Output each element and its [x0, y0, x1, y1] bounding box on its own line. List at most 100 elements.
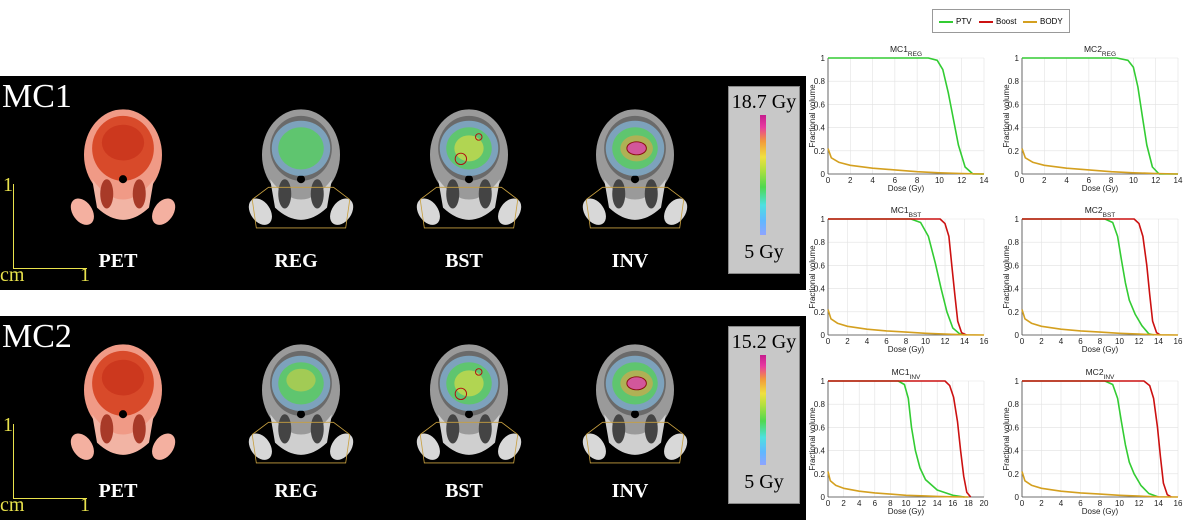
- y-tick-label: 1: [821, 377, 826, 386]
- image-label-bst: BST: [445, 480, 483, 502]
- scale-y-label: 1: [3, 414, 13, 436]
- scale-bar-vertical: [13, 184, 14, 268]
- series-line-boost: [1022, 380, 1172, 498]
- x-tick-label: 12: [941, 337, 950, 346]
- image-label-inv: INV: [611, 480, 649, 502]
- x-tick-label: 12: [1135, 337, 1144, 346]
- y-tick-label: 0.4: [814, 285, 826, 294]
- dvh-chart-4: 0 2 4 6 8 10 12 14 16 0 0.2 0.4 0.6 0.8 1 MC2BST Dose (G…: [1002, 205, 1183, 354]
- series-line-body: [827, 471, 969, 498]
- x-tick-label: 6: [884, 337, 889, 346]
- x-tick-label: 6: [1078, 337, 1083, 346]
- colorbar-min-label: 5 Gy: [744, 241, 784, 263]
- x-tick-label: 10: [921, 337, 930, 346]
- scale-bar-horizontal: [13, 498, 87, 499]
- y-tick-label: 0.6: [814, 100, 826, 109]
- x-tick-label: 14: [960, 337, 969, 346]
- y-tick-label: 1: [1015, 54, 1020, 63]
- y-axis-label: Fractional volume: [808, 245, 817, 309]
- y-tick-label: 1: [1015, 215, 1020, 224]
- scan-image-inv: [570, 84, 700, 250]
- x-tick-label: 2: [848, 176, 853, 185]
- series-line-body: [1021, 471, 1179, 498]
- scale-unit-label: cm: [0, 264, 25, 286]
- x-tick-label: 0: [826, 176, 831, 185]
- legend-swatch-body: [1023, 20, 1037, 23]
- y-tick-label: 0: [1015, 493, 1020, 502]
- scan-image-pet: [58, 84, 188, 250]
- y-tick-label: 0.8: [1008, 77, 1020, 86]
- y-tick-label: 0.6: [1008, 423, 1020, 432]
- x-tick-label: 0: [826, 499, 831, 508]
- y-tick-label: 0.2: [1008, 147, 1020, 156]
- y-tick-label: 0.4: [1008, 447, 1020, 456]
- colorbar-gradient: [760, 355, 766, 465]
- legend-label-boost: Boost: [996, 17, 1017, 26]
- y-tick-label: 0.8: [814, 400, 826, 409]
- y-tick-label: 0.6: [814, 423, 826, 432]
- x-tick-label: 10: [902, 499, 911, 508]
- series-line-ptv: [828, 57, 984, 175]
- x-tick-label: 14: [1154, 337, 1163, 346]
- scale-bar-horizontal: [13, 268, 87, 269]
- x-tick-label: 14: [1154, 499, 1163, 508]
- x-tick-label: 18: [964, 499, 973, 508]
- series-line-body: [1021, 309, 1179, 336]
- y-tick-label: 0.8: [1008, 400, 1020, 409]
- x-tick-label: 16: [948, 499, 957, 508]
- chart-title: MC2BST: [1085, 205, 1116, 219]
- colorbar-min-label: 5 Gy: [744, 471, 784, 493]
- legend-item-boost: Boost: [979, 17, 1016, 26]
- y-tick-label: 0.8: [814, 77, 826, 86]
- x-tick-label: 10: [935, 176, 944, 185]
- x-tick-label: 6: [1078, 499, 1083, 508]
- x-tick-label: 4: [870, 176, 875, 185]
- x-tick-label: 14: [1174, 176, 1183, 185]
- series-line-boost: [828, 380, 972, 498]
- x-tick-label: 4: [865, 337, 870, 346]
- x-tick-label: 10: [1115, 337, 1124, 346]
- x-axis-label: Dose (Gy): [1082, 184, 1119, 193]
- dvh-chart-6: 0 2 4 6 8 10 12 14 16 0 0.2 0.4 0.6 0.8 1 MC2INV Dose (G…: [1002, 367, 1183, 516]
- scale-x-label: 1: [80, 494, 90, 516]
- x-tick-label: 6: [873, 499, 878, 508]
- x-tick-label: 8: [904, 337, 909, 346]
- chart-title: MC1REG: [890, 44, 922, 58]
- x-axis-label: Dose (Gy): [888, 184, 925, 193]
- scale-bar-vertical: [13, 424, 14, 498]
- x-tick-label: 0: [826, 337, 831, 346]
- x-axis-label: Dose (Gy): [888, 507, 925, 516]
- x-tick-label: 16: [1174, 337, 1183, 346]
- series-line-ptv: [828, 218, 965, 336]
- dvh-chart-3: 0 2 4 6 8 10 12 14 16 0 0.2 0.4 0.6 0.8 1 MC1BST Dose (G…: [808, 205, 989, 354]
- x-axis-label: Dose (Gy): [888, 345, 925, 354]
- x-tick-label: 16: [980, 337, 989, 346]
- chart-title: MC1INV: [892, 367, 921, 381]
- x-tick-label: 14: [980, 176, 989, 185]
- y-tick-label: 0.6: [814, 261, 826, 270]
- legend-item-ptv: PTV: [939, 17, 972, 26]
- y-axis-label: Fractional volume: [1002, 407, 1011, 471]
- y-tick-label: 0.4: [1008, 285, 1020, 294]
- chart-legend: PTV Boost BODY: [932, 9, 1070, 33]
- colorbar-max-label: 15.2 Gy: [731, 331, 797, 353]
- row-label: MC2: [2, 318, 72, 355]
- row-label: MC1: [2, 78, 72, 115]
- series-line-boost: [1022, 218, 1161, 336]
- legend-label-body: BODY: [1040, 17, 1063, 26]
- y-tick-label: 0.2: [814, 147, 826, 156]
- scan-image-bst: [404, 324, 534, 480]
- x-tick-label: 12: [1135, 499, 1144, 508]
- colorbar-gradient: [760, 115, 766, 235]
- colorbar: 18.7 Gy 5 Gy: [728, 86, 800, 274]
- x-tick-label: 16: [1174, 499, 1183, 508]
- series-line-body: [827, 148, 985, 175]
- image-label-reg: REG: [274, 250, 318, 272]
- x-tick-label: 2: [841, 499, 846, 508]
- legend-item-body: BODY: [1023, 17, 1063, 26]
- y-tick-label: 0: [1015, 331, 1020, 340]
- y-tick-label: 1: [821, 54, 826, 63]
- scale-unit-label: cm: [0, 494, 25, 516]
- y-tick-label: 0.2: [814, 470, 826, 479]
- x-tick-label: 2: [1039, 337, 1044, 346]
